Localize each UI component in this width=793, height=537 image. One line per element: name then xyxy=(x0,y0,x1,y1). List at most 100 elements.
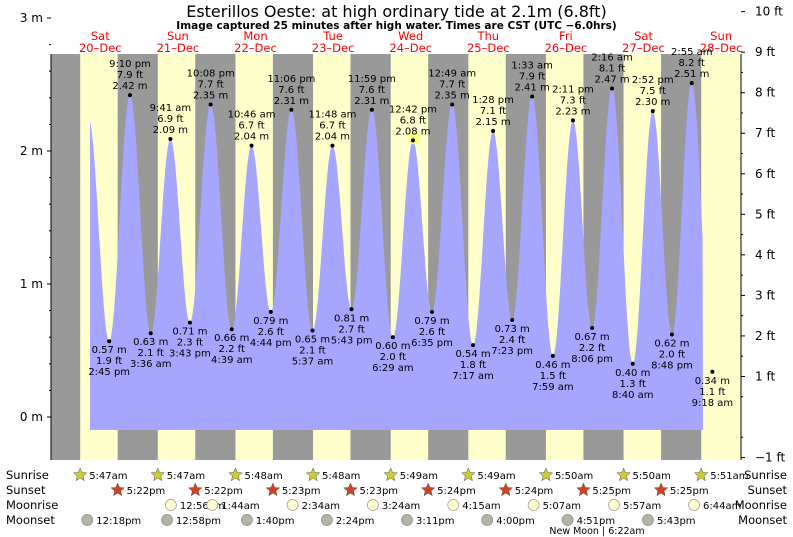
sunrise-icon xyxy=(383,467,399,482)
high-tide-feet: 7.3 ft xyxy=(560,95,586,106)
sunset-time: 5:25pm xyxy=(592,486,631,497)
low-tide-point xyxy=(107,339,112,344)
moonrise-icon xyxy=(527,499,540,511)
moonrise-icon xyxy=(165,499,177,511)
sunset-icon xyxy=(653,482,669,497)
date-label: 23–Dec xyxy=(312,41,355,55)
low-tide-time: 8:06 pm xyxy=(571,354,613,365)
day-of-week-label: Sat xyxy=(634,29,653,43)
sunset-icon xyxy=(420,482,436,497)
high-tide-time: 2:52 pm xyxy=(632,75,674,86)
right-axis-tick-label: 9 ft xyxy=(755,45,775,59)
moon-phase-note: New Moon | 6:22am xyxy=(549,526,644,537)
low-tide-meters: 0.63 m xyxy=(133,337,168,348)
sunrise-icon xyxy=(305,467,321,482)
high-tide-meters: 2.31 m xyxy=(354,96,389,107)
low-tide-feet: 2.7 ft xyxy=(338,324,364,335)
high-tide-time: 11:48 am xyxy=(309,110,357,121)
low-tide-feet: 2.0 ft xyxy=(659,350,685,361)
day-of-week-label: Wed xyxy=(398,29,423,43)
date-label: 24–Dec xyxy=(389,41,432,55)
high-tide-feet: 6.7 ft xyxy=(319,121,345,132)
right-axis-tick-label: 8 ft xyxy=(755,86,775,100)
chart-subtitle: Image captured 25 minutes after high wat… xyxy=(176,20,617,32)
date-label: 21–Dec xyxy=(157,41,200,55)
moonset-icon xyxy=(481,514,494,526)
left-axis-tick-label: 1 m xyxy=(20,277,43,291)
moonset-icon xyxy=(321,514,333,526)
low-tide-feet: 2.6 ft xyxy=(419,327,445,338)
low-tide-point xyxy=(229,327,234,332)
day-of-week-label: Fri xyxy=(559,29,573,43)
sunrise-icon xyxy=(150,467,166,482)
day-of-week-label: Thu xyxy=(476,29,499,43)
low-tide-meters: 0.57 m xyxy=(92,345,127,356)
high-tide-time: 10:46 am xyxy=(228,110,276,121)
sunrise-icon xyxy=(461,467,476,482)
sunrise-time: 5:50am xyxy=(633,471,671,482)
left-axis-tick-label: 2 m xyxy=(20,144,43,158)
sunrise-icon xyxy=(693,467,709,482)
day-of-week-label: Tue xyxy=(322,29,343,43)
sunset-icon xyxy=(498,482,514,497)
low-tide-time: 8:48 pm xyxy=(651,361,693,372)
low-tide-point xyxy=(710,369,715,374)
low-tide-feet: 1.1 ft xyxy=(699,387,725,398)
moonset-time: 3:11pm xyxy=(416,516,455,527)
right-axis-tick-label: 6 ft xyxy=(755,167,775,181)
low-tide-point xyxy=(429,309,434,314)
low-tide-feet: 2.0 ft xyxy=(380,352,406,363)
high-tide-meters: 2.04 m xyxy=(234,132,269,143)
sunset-icon xyxy=(343,482,358,497)
low-tide-point xyxy=(148,331,153,336)
low-tide-point xyxy=(550,353,555,358)
high-tide-feet: 8.2 ft xyxy=(679,58,705,69)
moonrise-time: 6:44am xyxy=(703,501,741,512)
low-tide-feet: 2.2 ft xyxy=(579,343,605,354)
right-axis-tick-label: 4 ft xyxy=(755,248,775,262)
high-tide-feet: 6.7 ft xyxy=(238,121,264,132)
moonrise-time: 4:15am xyxy=(462,501,500,512)
right-axis-tick-label: −1 ft xyxy=(755,451,786,465)
sunset-time: 5:24pm xyxy=(515,486,554,497)
low-tide-time: 2:45 pm xyxy=(88,367,130,378)
date-label: 26–Dec xyxy=(545,41,588,55)
day-of-week-label: Sun xyxy=(710,29,732,43)
sunset-icon xyxy=(187,482,203,497)
right-axis-tick-label: 5 ft xyxy=(755,207,775,221)
moonset-icon xyxy=(161,514,173,526)
low-tide-point xyxy=(187,320,192,325)
daylight-band xyxy=(701,54,741,460)
right-axis-tick-label: 2 ft xyxy=(755,329,775,343)
high-tide-point xyxy=(450,102,455,107)
high-tide-time: 2:11 pm xyxy=(552,84,594,95)
low-tide-time: 7:59 am xyxy=(532,382,574,393)
moonset-time: 4:00pm xyxy=(496,516,535,527)
low-tide-meters: 0.46 m xyxy=(535,360,570,371)
high-tide-time: 2:55 am xyxy=(671,47,713,58)
high-tide-meters: 2.47 m xyxy=(594,74,629,85)
high-tide-meters: 2.04 m xyxy=(315,132,350,143)
high-tide-meters: 2.31 m xyxy=(274,96,309,107)
sunrise-time: 5:50am xyxy=(555,471,593,482)
low-tide-point xyxy=(471,343,476,348)
low-tide-feet: 2.1 ft xyxy=(299,346,325,357)
sunrise-icon xyxy=(228,467,243,482)
high-tide-feet: 7.7 ft xyxy=(197,79,223,90)
low-tide-meters: 0.67 m xyxy=(574,332,609,343)
date-label: 20–Dec xyxy=(79,41,122,55)
date-label: 27–Dec xyxy=(622,41,665,55)
low-tide-meters: 0.79 m xyxy=(414,316,449,327)
moonrise-icon xyxy=(608,499,620,511)
high-tide-meters: 2.15 m xyxy=(475,117,510,128)
tide-area xyxy=(90,83,703,430)
moonset-time: 5:43pm xyxy=(657,516,696,527)
left-axis-tick-label: 0 m xyxy=(20,410,43,424)
low-tide-feet: 2.3 ft xyxy=(177,338,203,349)
row-label-right-sunset: Sunset xyxy=(748,483,788,497)
day-of-week-label: Sat xyxy=(91,29,110,43)
sunrise-time: 5:49am xyxy=(477,471,515,482)
high-tide-point xyxy=(168,137,173,142)
low-tide-meters: 0.65 m xyxy=(295,335,330,346)
high-tide-point xyxy=(330,143,335,148)
